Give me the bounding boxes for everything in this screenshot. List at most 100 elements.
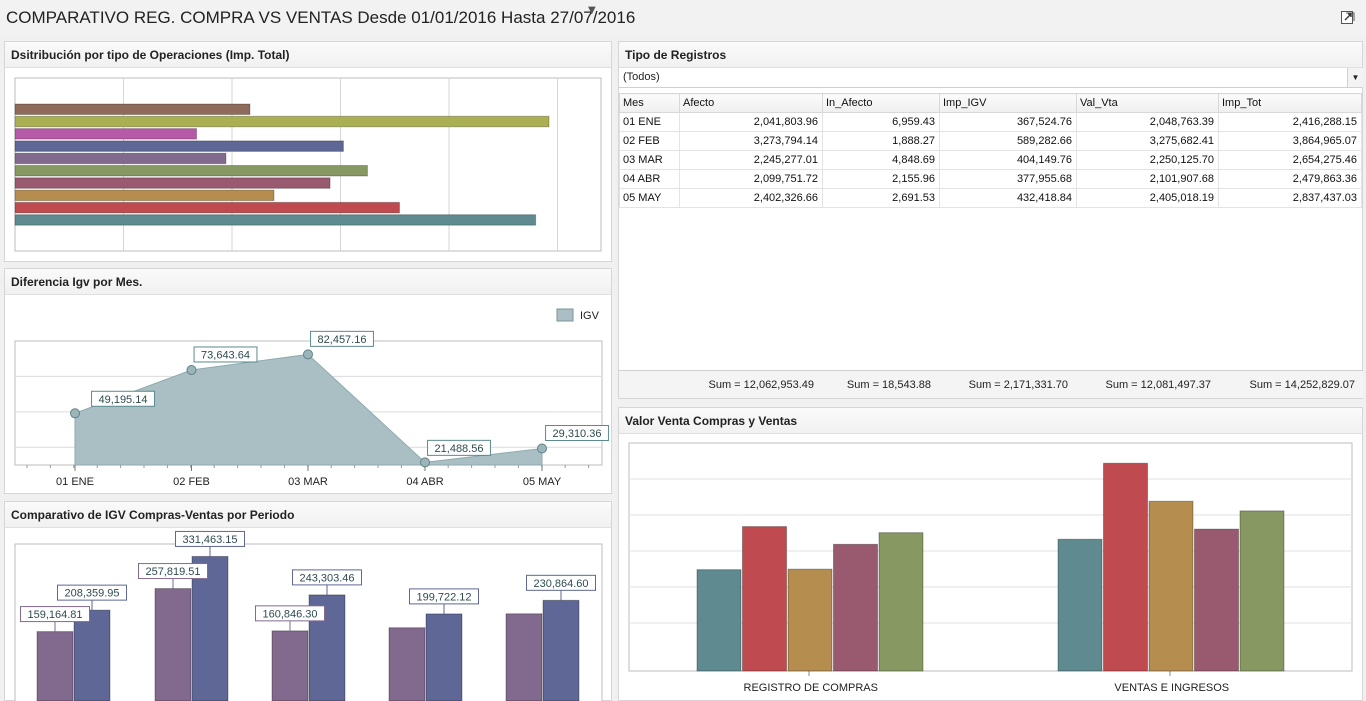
data-label-ventas-0-text: 208,359.95 <box>64 588 119 600</box>
table-cell[interactable]: 04 ABR <box>619 169 680 189</box>
table-row[interactable]: 02 FEB 3,273,794.14 1,888.27 589,282.66 3,27… <box>619 131 1362 151</box>
table-cell[interactable]: 2,101,907.68 <box>1076 169 1219 189</box>
data-label-ventas-2: 243,303.46 <box>292 569 362 586</box>
point-3 <box>420 457 430 468</box>
bar-7 <box>14 189 275 202</box>
summary-row: Sum = 12,062,953.49 Sum = 18,543.88 Sum … <box>619 370 1363 398</box>
x-tick-label: 02 FEB <box>173 476 210 488</box>
bar-1-4 <box>1239 510 1285 672</box>
table-cell[interactable]: 2,099,751.72 <box>679 169 823 189</box>
x-category-label: VENTAS E INGRESOS <box>1114 682 1229 694</box>
table-cell[interactable]: 404,149.76 <box>939 150 1077 170</box>
column-header-imp-tot[interactable]: Imp_Tot <box>1218 93 1362 113</box>
table-cell[interactable]: 589,282.66 <box>939 131 1077 151</box>
bar-0 <box>14 103 251 115</box>
bar-ventas-4 <box>542 599 580 701</box>
column-header-in-afecto[interactable]: In_Afecto <box>822 93 940 113</box>
bar-0-4 <box>878 532 924 672</box>
distribution-panel-title: Dsitribución por tipo de Operaciones (Im… <box>5 42 611 68</box>
data-label-1-text: 73,643.64 <box>201 349 250 361</box>
table-cell[interactable]: 1,888.27 <box>822 131 940 151</box>
bar-ventas-1 <box>191 555 229 701</box>
bar-compras-4 <box>505 613 543 701</box>
table-cell[interactable]: 2,691.53 <box>822 188 940 208</box>
table-cell[interactable]: 2,402,326.66 <box>679 188 823 208</box>
data-label-compras-2-bg <box>255 605 325 622</box>
data-label-ventas-1-bg <box>175 530 245 547</box>
table-cell[interactable]: 2,048,763.39 <box>1076 112 1219 132</box>
table-cell[interactable]: 377,955.68 <box>939 169 1077 189</box>
data-label-compras-1-text: 257,819.51 <box>145 566 200 578</box>
table-cell[interactable]: 3,864,965.07 <box>1218 131 1362 151</box>
data-label-2-bg <box>310 330 374 347</box>
dashboard-title: COMPARATIVO REG. COMPRA VS VENTAS Desde … <box>6 8 636 27</box>
table-cell[interactable]: 2,479,863.36 <box>1218 169 1362 189</box>
table-cell[interactable]: 03 MAR <box>619 150 680 170</box>
x-tick-label: 01 ENE <box>56 476 94 488</box>
data-label-ventas-1-text: 331,463.15 <box>182 534 237 546</box>
column-header-val-vta[interactable]: Val_Vta <box>1076 93 1219 113</box>
bar-2 <box>14 128 198 140</box>
filter-icon[interactable]: ▼ <box>588 5 596 16</box>
table-cell[interactable]: 432,418.84 <box>939 188 1077 208</box>
table-cell[interactable]: 2,245,277.01 <box>679 150 823 170</box>
data-label-ventas-0-bg <box>57 584 127 601</box>
point-1 <box>186 364 197 375</box>
table-cell[interactable]: 2,416,288.15 <box>1218 112 1362 132</box>
table-cell[interactable]: 02 FEB <box>619 131 680 151</box>
bar-3 <box>14 140 344 152</box>
data-label-2-text: 82,457.16 <box>318 334 367 346</box>
table-cell[interactable]: 367,524.76 <box>939 112 1077 132</box>
column-header-afecto[interactable]: Afecto <box>679 93 823 113</box>
data-label-0: 49,195.14 <box>91 390 155 407</box>
data-label-compras-0-text: 159,164.81 <box>27 609 82 621</box>
data-label-ventas-3-bg <box>409 588 479 605</box>
sum-val-vta: Sum = 12,081,497.37 <box>1105 379 1212 391</box>
export-icon[interactable] <box>1340 9 1356 25</box>
table-cell[interactable]: 2,250,125.70 <box>1076 150 1219 170</box>
bar-5 <box>14 165 368 177</box>
data-label-compras-2-text: 160,846.30 <box>262 608 317 620</box>
table-cell[interactable]: 2,837,437.03 <box>1218 188 1362 208</box>
data-label-ventas-4: 230,864.60 <box>526 574 596 591</box>
table-row[interactable]: 04 ABR 2,099,751.72 2,155.96 377,955.68 2,10… <box>619 169 1362 189</box>
data-label-0-text: 49,195.14 <box>99 394 148 406</box>
bar-1 <box>14 115 550 128</box>
sum-in-afecto: Sum = 18,543.88 <box>846 379 931 391</box>
column-header-mes[interactable]: Mes <box>619 93 680 113</box>
table-cell[interactable]: 4,848.69 <box>822 150 940 170</box>
bar-0-3 <box>833 543 878 672</box>
tipo-registros-panel-title: Tipo de Registros <box>619 42 1362 68</box>
table-cell[interactable]: 6,959.43 <box>822 112 940 132</box>
table-cell[interactable]: 3,275,682.41 <box>1076 131 1219 151</box>
dropdown-arrow-icon[interactable]: ▼ <box>1347 68 1363 87</box>
tipo-registros-filter-value: (Todos) <box>623 71 660 83</box>
table-cell[interactable]: 2,405,018.19 <box>1076 188 1219 208</box>
table-cell[interactable]: 05 MAY <box>619 188 680 208</box>
column-header-imp-igv[interactable]: Imp_IGV <box>939 93 1077 113</box>
table-row[interactable]: 05 MAY 2,402,326.66 2,691.53 432,418.84 2,40… <box>619 188 1362 208</box>
data-label-ventas-3: 199,722.12 <box>409 588 479 605</box>
bar-compras-3 <box>388 627 426 701</box>
x-category-label: REGISTRO DE COMPRAS <box>744 682 878 694</box>
distribution-bar-chart <box>14 77 602 252</box>
data-label-compras-2: 160,846.30 <box>255 605 325 622</box>
bar-1-0 <box>1057 538 1103 672</box>
data-label-4-bg <box>545 425 609 442</box>
table-cell[interactable]: 01 ENE <box>619 112 680 132</box>
data-label-compras-1-bg <box>138 563 208 580</box>
valor-venta-panel: Valor Venta Compras y Ventas REGISTRO DE… <box>618 407 1363 701</box>
table-cell[interactable]: 2,155.96 <box>822 169 940 189</box>
data-label-0-bg <box>91 390 155 407</box>
table-cell[interactable]: 3,273,794.14 <box>679 131 823 151</box>
table-cell[interactable]: 2,041,803.96 <box>679 112 823 132</box>
data-label-compras-0: 159,164.81 <box>20 606 90 623</box>
legend-label-igv: IGV <box>580 310 600 322</box>
bar-compras-0 <box>36 631 74 701</box>
table-row[interactable]: 01 ENE 2,041,803.96 6,959.43 367,524.76 2,04… <box>619 112 1362 132</box>
data-label-compras-1: 257,819.51 <box>138 563 208 580</box>
valor-venta-bar-chart: REGISTRO DE COMPRAS VENTAS E INGRESOS <box>628 442 1353 694</box>
tipo-registros-filter-select[interactable]: (Todos) ▼ <box>619 68 1363 88</box>
table-cell[interactable]: 2,654,275.46 <box>1218 150 1362 170</box>
table-row[interactable]: 03 MAR 2,245,277.01 4,848.69 404,149.76 2,25… <box>619 150 1362 170</box>
